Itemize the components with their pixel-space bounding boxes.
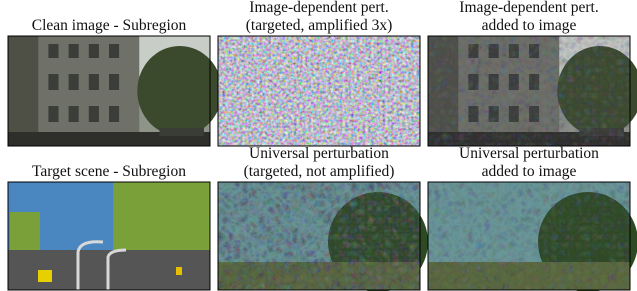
panel-caption: Image-dependent pert.	[249, 0, 388, 16]
perturbation	[218, 36, 420, 146]
perturbation-overlay	[428, 182, 630, 290]
photo	[8, 36, 222, 146]
perturbation-overlay	[218, 182, 420, 290]
figure: Clean image - Subregion Image-dependent p…	[0, 0, 637, 291]
panel-caption: Image-dependent pert.	[459, 0, 598, 16]
panel-caption: added to image	[482, 17, 577, 34]
panel-caption: (targeted, not amplified)	[244, 163, 395, 180]
sign	[176, 267, 182, 275]
building	[10, 212, 40, 252]
panel-caption: Universal perturbation	[459, 145, 599, 162]
panel: Image-dependent pert.added to image	[428, 0, 637, 146]
panel: Universal perturbation(targeted, not amp…	[218, 145, 428, 291]
panel-caption: added to image	[482, 163, 577, 180]
panel-caption: (targeted, amplified 3x)	[246, 17, 392, 34]
panel: Clean image - Subregion	[8, 17, 222, 146]
panel: Image-dependent pert.(targeted, amplifie…	[218, 0, 420, 146]
panel-caption: Target scene - Subregion	[32, 163, 186, 180]
panel-caption: Universal perturbation	[249, 145, 389, 162]
perturbation-overlay	[428, 36, 630, 146]
car	[38, 270, 52, 282]
panel-caption: Clean image - Subregion	[32, 17, 187, 34]
panel: Target scene - Subregion	[8, 163, 210, 290]
